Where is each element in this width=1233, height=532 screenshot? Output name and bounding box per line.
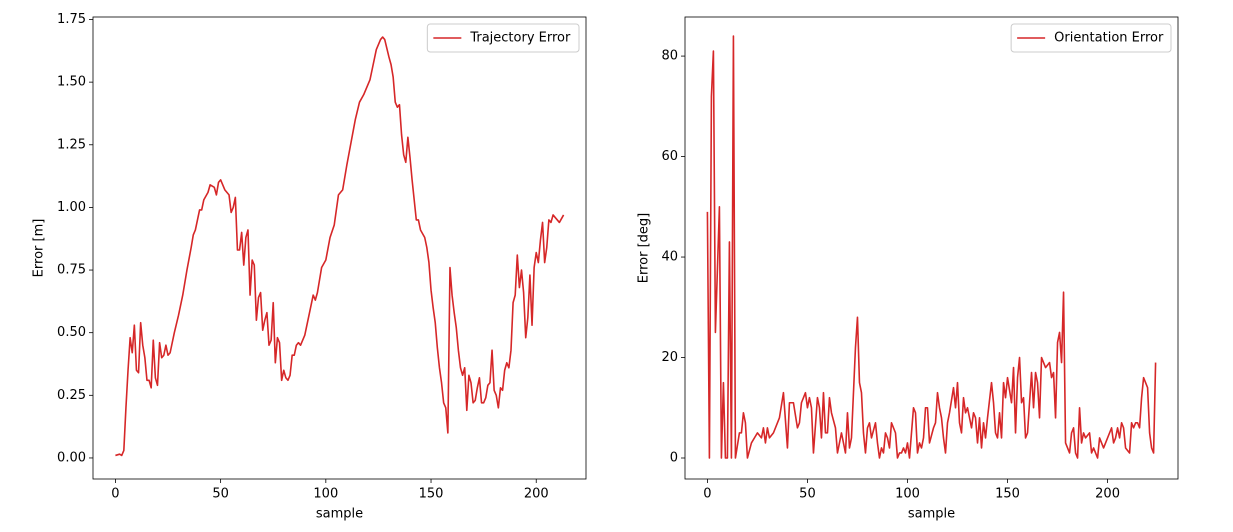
x-axis-label: sample [908,507,955,522]
x-tick-label: 200 [524,487,549,502]
y-tick-label: 80 [661,49,678,64]
x-tick-label: 100 [313,487,338,502]
y-tick-label: 1.75 [57,12,86,27]
y-tick-label: 0.75 [57,263,86,278]
x-tick-label: 200 [1095,487,1120,502]
legend-label: Orientation Error [1054,31,1164,46]
y-tick-label: 60 [661,149,678,164]
y-axis-label: Error [m] [32,219,47,278]
y-tick-label: 0.25 [57,388,86,403]
y-tick-label: 40 [661,250,678,265]
data-line [115,36,565,457]
axes-frame [684,16,1179,480]
legend: Orientation Error [1010,23,1172,53]
legend-label: Trajectory Error [469,31,571,46]
y-tick-label: 0.50 [57,325,86,340]
x-tick-label: 50 [212,487,229,502]
y-tick-label: 1.00 [57,200,86,215]
legend-frame [426,23,580,53]
x-axis-label: sample [316,507,363,522]
x-tick-label: 50 [799,487,816,502]
y-tick-label: 20 [661,350,678,365]
y-tick-label: 1.50 [57,75,86,90]
legend-frame [1010,23,1172,53]
y-tick-label: 1.25 [57,137,86,152]
legend: Trajectory Error [426,23,580,53]
x-tick-label: 150 [995,487,1020,502]
x-tick-label: 0 [111,487,119,502]
axes-frame [92,16,587,480]
y-tick-label: 0 [670,451,678,466]
x-tick-label: 100 [895,487,920,502]
data-line [706,35,1157,459]
x-tick-label: 150 [419,487,444,502]
x-tick-label: 0 [703,487,711,502]
y-tick-label: 0.00 [57,450,86,465]
y-axis-label: Error [deg] [637,213,652,283]
